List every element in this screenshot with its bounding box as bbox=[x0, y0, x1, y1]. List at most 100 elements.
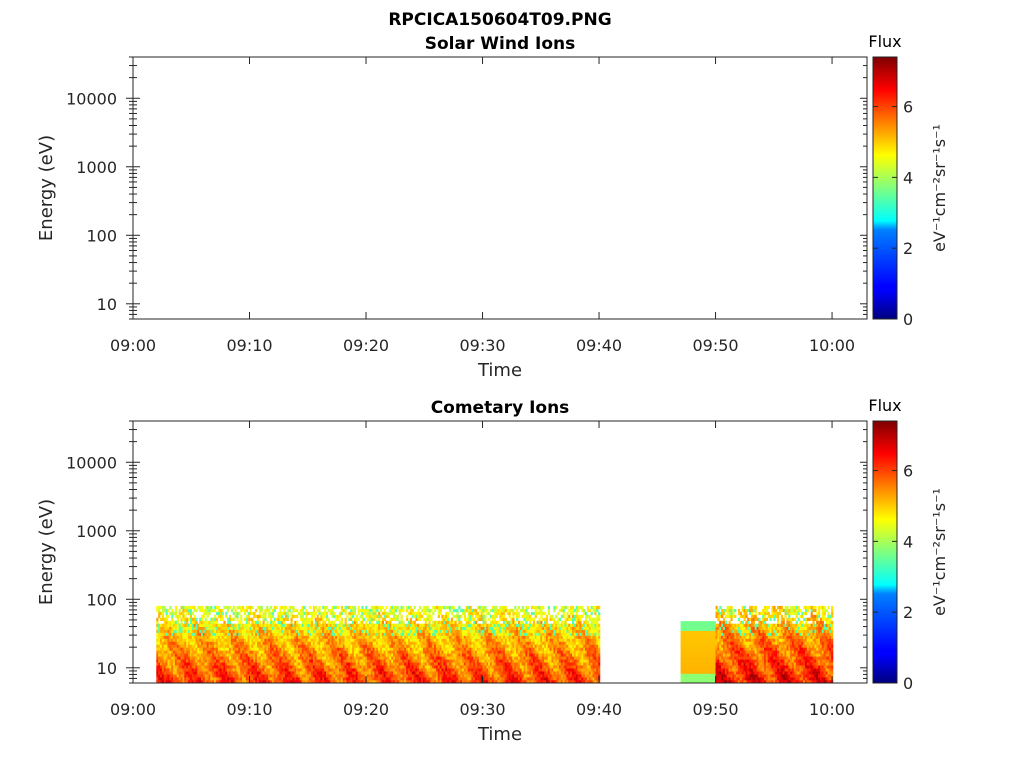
heatmap-cell bbox=[363, 642, 365, 645]
heatmap-cell bbox=[401, 656, 403, 659]
heatmap-cell bbox=[292, 668, 294, 671]
heatmap-cell bbox=[374, 639, 376, 642]
heatmap-cell bbox=[307, 639, 309, 642]
heatmap-cell bbox=[373, 674, 375, 677]
heatmap-cell bbox=[233, 644, 235, 647]
heatmap-cell bbox=[192, 677, 194, 680]
heatmap-cell bbox=[194, 647, 196, 650]
heatmap-cell bbox=[462, 642, 464, 645]
heatmap-cell bbox=[399, 677, 401, 680]
heatmap-cell bbox=[384, 612, 386, 615]
heatmap-cell bbox=[328, 636, 330, 639]
heatmap-cell bbox=[248, 656, 250, 659]
heatmap-cell bbox=[307, 618, 309, 621]
heatmap-cell bbox=[333, 653, 335, 656]
heatmap-cell bbox=[427, 653, 429, 656]
heatmap-cell bbox=[382, 606, 384, 609]
heatmap-cell bbox=[440, 630, 442, 633]
heatmap-cell bbox=[203, 633, 205, 636]
heatmap-cell bbox=[225, 656, 227, 659]
heatmap-cell bbox=[300, 630, 302, 633]
heatmap-cell bbox=[410, 618, 412, 621]
heatmap-cell bbox=[432, 644, 434, 647]
heatmap-cell bbox=[173, 627, 175, 630]
heatmap-cell bbox=[223, 647, 225, 650]
heatmap-cell bbox=[354, 674, 356, 677]
heatmap-cell bbox=[184, 615, 186, 618]
heatmap-cell bbox=[451, 677, 453, 680]
heatmap-cell bbox=[343, 642, 345, 645]
heatmap-cell bbox=[296, 668, 298, 671]
heatmap-cell bbox=[425, 662, 427, 665]
heatmap-cell bbox=[194, 630, 196, 633]
heatmap-cell bbox=[451, 618, 453, 621]
heatmap-cell bbox=[371, 609, 373, 612]
heatmap-cell bbox=[350, 606, 352, 609]
heatmap-cell bbox=[391, 677, 393, 680]
heatmap-cell bbox=[209, 609, 211, 612]
heatmap-cell bbox=[257, 642, 259, 645]
heatmap-cell bbox=[169, 624, 171, 627]
heatmap-cell bbox=[346, 665, 348, 668]
heatmap-cell bbox=[466, 665, 468, 668]
heatmap-cell bbox=[209, 677, 211, 680]
heatmap-cell bbox=[460, 665, 462, 668]
heatmap-cell bbox=[233, 636, 235, 639]
heatmap-cell bbox=[283, 644, 285, 647]
heatmap-cell bbox=[274, 636, 276, 639]
heatmap-cell bbox=[412, 642, 414, 645]
heatmap-cell bbox=[477, 618, 479, 621]
heatmap-cell bbox=[311, 653, 313, 656]
heatmap-cell bbox=[445, 674, 447, 677]
heatmap-cell bbox=[380, 650, 382, 653]
heatmap-cell bbox=[345, 671, 347, 674]
heatmap-cell bbox=[158, 636, 160, 639]
heatmap-cell bbox=[304, 642, 306, 645]
heatmap-cell bbox=[421, 639, 423, 642]
heatmap-cell bbox=[436, 662, 438, 665]
heatmap-cell bbox=[408, 636, 410, 639]
heatmap-cell bbox=[294, 650, 296, 653]
heatmap-cell bbox=[330, 665, 332, 668]
heatmap-cell bbox=[156, 639, 158, 642]
heatmap-cell bbox=[475, 674, 477, 677]
heatmap-cell bbox=[376, 656, 378, 659]
heatmap-cell bbox=[350, 659, 352, 662]
heatmap-cell bbox=[261, 639, 263, 642]
heatmap-cell bbox=[333, 674, 335, 677]
heatmap-cell bbox=[373, 636, 375, 639]
heatmap-cell bbox=[209, 612, 211, 615]
heatmap-cell bbox=[291, 642, 293, 645]
heatmap-cell bbox=[447, 644, 449, 647]
heatmap-cell bbox=[432, 636, 434, 639]
heatmap-cell bbox=[510, 650, 512, 653]
heatmap-cell bbox=[440, 644, 442, 647]
heatmap-cell bbox=[199, 656, 201, 659]
heatmap-cell bbox=[177, 650, 179, 653]
heatmap-cell bbox=[367, 612, 369, 615]
heatmap-cell bbox=[520, 674, 522, 677]
heatmap-cell bbox=[242, 653, 244, 656]
heatmap-cell bbox=[207, 633, 209, 636]
heatmap-cell bbox=[378, 671, 380, 674]
heatmap-cell bbox=[468, 642, 470, 645]
heatmap-cell bbox=[162, 653, 164, 656]
heatmap-cell bbox=[199, 630, 201, 633]
heatmap-cell bbox=[294, 621, 296, 624]
heatmap-cell bbox=[320, 644, 322, 647]
heatmap-cell bbox=[182, 647, 184, 650]
heatmap-cell bbox=[214, 671, 216, 674]
heatmap-cell bbox=[481, 624, 483, 627]
heatmap-cell bbox=[361, 647, 363, 650]
heatmap-cell bbox=[380, 624, 382, 627]
heatmap-cell bbox=[341, 671, 343, 674]
heatmap-cell bbox=[486, 630, 488, 633]
heatmap-cell bbox=[391, 639, 393, 642]
heatmap-cell bbox=[229, 644, 231, 647]
heatmap-cell bbox=[229, 665, 231, 668]
heatmap-cell bbox=[520, 621, 522, 624]
heatmap-cell bbox=[225, 650, 227, 653]
heatmap-cell bbox=[516, 659, 518, 662]
heatmap-cell bbox=[401, 606, 403, 609]
heatmap-cell bbox=[190, 656, 192, 659]
